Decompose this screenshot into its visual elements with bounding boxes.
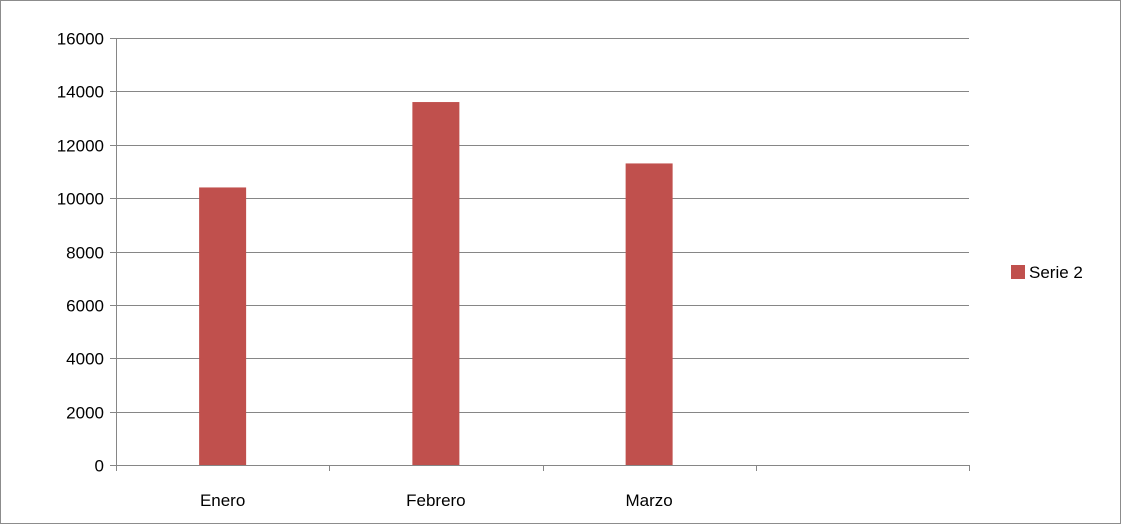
axes [110, 38, 970, 471]
legend-swatch [1011, 265, 1025, 279]
y-tick-label: 8000 [66, 244, 104, 263]
x-tick-label: Febrero [406, 491, 466, 510]
x-tick-label: Enero [200, 491, 245, 510]
x-tick-labels: Enero Febrero Marzo [200, 491, 673, 510]
y-tick-label: 16000 [57, 30, 104, 49]
legend: Serie 2 [1011, 263, 1083, 282]
y-tick-label: 6000 [66, 297, 104, 316]
y-tick-label: 12000 [57, 137, 104, 156]
y-tick-label: 0 [95, 457, 104, 476]
bars [199, 102, 673, 466]
bar-enero [199, 187, 247, 465]
gridlines [116, 38, 969, 413]
bar-marzo [625, 163, 673, 465]
y-tick-label: 4000 [66, 350, 104, 369]
x-tick-label: Marzo [626, 491, 673, 510]
legend-label: Serie 2 [1029, 263, 1083, 282]
y-tick-label: 2000 [66, 404, 104, 423]
y-tick-labels: 0 2000 4000 6000 8000 10000 12000 14000 16000 [57, 30, 104, 476]
y-tick-label: 10000 [57, 190, 104, 209]
y-tick-label: 14000 [57, 83, 104, 102]
bar-febrero [412, 102, 460, 466]
